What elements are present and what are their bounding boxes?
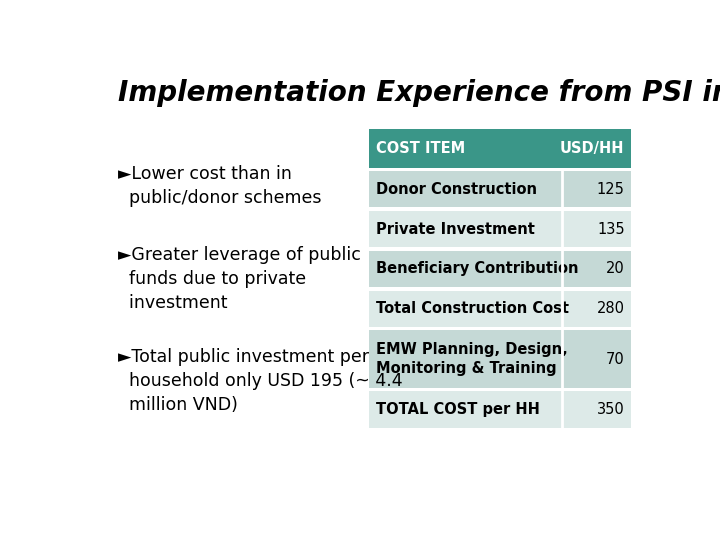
Text: 70: 70 bbox=[606, 352, 624, 367]
Text: 350: 350 bbox=[597, 402, 624, 417]
Bar bbox=[369, 391, 631, 428]
Text: Total Construction Cost: Total Construction Cost bbox=[376, 301, 569, 316]
Text: ►Total public investment per
  household only USD 195 (~ 4.4
  million VND): ►Total public investment per household o… bbox=[118, 348, 402, 414]
Text: 280: 280 bbox=[597, 301, 624, 316]
Text: 20: 20 bbox=[606, 261, 624, 276]
Text: COST ITEM: COST ITEM bbox=[376, 141, 465, 156]
Text: Donor Construction: Donor Construction bbox=[376, 181, 536, 197]
Bar bbox=[369, 211, 631, 247]
Bar bbox=[369, 129, 631, 167]
Bar bbox=[369, 291, 631, 327]
Text: 135: 135 bbox=[597, 221, 624, 237]
Bar bbox=[369, 171, 631, 207]
Text: EMW Planning, Design,
Monitoring & Training: EMW Planning, Design, Monitoring & Train… bbox=[376, 342, 567, 376]
Text: USD/HH: USD/HH bbox=[560, 141, 624, 156]
Text: ►Greater leverage of public
  funds due to private
  investment: ►Greater leverage of public funds due to… bbox=[118, 246, 361, 312]
Text: Implementation Experience from PSI in Son La: Implementation Experience from PSI in So… bbox=[118, 79, 720, 107]
Text: ►Lower cost than in
  public/donor schemes: ►Lower cost than in public/donor schemes bbox=[118, 165, 321, 207]
Text: Beneficiary Contribution: Beneficiary Contribution bbox=[376, 261, 578, 276]
Bar bbox=[369, 330, 631, 388]
Text: TOTAL COST per HH: TOTAL COST per HH bbox=[376, 402, 539, 417]
Bar bbox=[369, 251, 631, 287]
Text: 125: 125 bbox=[597, 181, 624, 197]
Text: Private Investment: Private Investment bbox=[376, 221, 534, 237]
